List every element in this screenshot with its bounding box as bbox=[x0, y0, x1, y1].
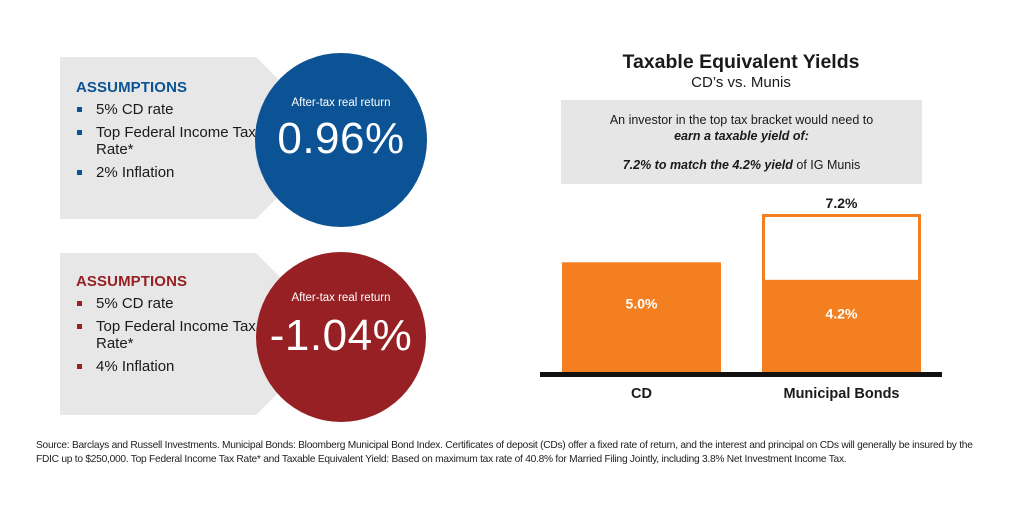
callout-box: An investor in the top tax bracket would… bbox=[561, 100, 922, 184]
callout-highlight: 7.2% to match the 4.2% yield bbox=[622, 158, 793, 172]
assumptions-panel-2: ASSUMPTIONS 5% CD rate Top Federal Incom… bbox=[60, 253, 300, 415]
chart-subtitle: CD’s vs. Munis bbox=[691, 74, 791, 91]
assumption-item: 5% CD rate bbox=[76, 101, 256, 118]
x-tick-label: CD bbox=[631, 386, 652, 402]
x-tick-label: Municipal Bonds bbox=[784, 386, 900, 402]
return-label: After-tax real return bbox=[291, 292, 391, 304]
return-circle-1: After-tax real return 0.96% bbox=[255, 53, 427, 227]
callout-rest: of IG Munis bbox=[792, 158, 861, 172]
assumptions-list: 5% CD rate Top Federal Income Tax Rate* … bbox=[76, 101, 256, 187]
callout-line-2: earn a taxable yield of: bbox=[674, 129, 809, 143]
return-circle-2: After-tax real return -1.04% bbox=[256, 252, 426, 422]
bar-0 bbox=[562, 262, 721, 372]
assumptions-title: ASSUMPTIONS bbox=[76, 79, 188, 96]
bullet-icon bbox=[77, 170, 82, 175]
chart-title: Taxable Equivalent Yields bbox=[622, 51, 860, 73]
panel-arrow-shape bbox=[60, 57, 300, 219]
assumption-item: 2% Inflation bbox=[76, 164, 256, 181]
assumption-item: 4% Inflation bbox=[76, 358, 256, 375]
panel-arrow-shape bbox=[60, 253, 300, 415]
assumption-item: 5% CD rate bbox=[76, 295, 256, 312]
bullet-icon bbox=[77, 301, 82, 306]
callout-line-3: 7.2% to match the 4.2% yield of IG Munis bbox=[561, 157, 922, 173]
assumption-item: Top Federal Income Tax Rate* bbox=[76, 124, 256, 158]
assumptions-panel-1: ASSUMPTIONS 5% CD rate Top Federal Incom… bbox=[60, 57, 300, 219]
bullet-icon bbox=[77, 364, 82, 369]
bullet-icon bbox=[77, 130, 82, 135]
return-label: After-tax real return bbox=[291, 97, 391, 109]
source-footnote: Source: Barclays and Russell Investments… bbox=[36, 440, 973, 465]
bar-value-label: 4.2% bbox=[826, 306, 858, 322]
bar-value-label: 5.0% bbox=[626, 295, 658, 311]
return-value: -1.04% bbox=[269, 311, 413, 360]
callout-line-1: An investor in the top tax bracket would… bbox=[609, 113, 874, 127]
bar-outline-label: 7.2% bbox=[826, 195, 858, 211]
return-value: 0.96% bbox=[277, 114, 405, 163]
bullet-icon bbox=[77, 324, 82, 329]
assumptions-title: ASSUMPTIONS bbox=[76, 273, 188, 290]
bullet-icon bbox=[77, 107, 82, 112]
assumptions-list: 5% CD rate Top Federal Income Tax Rate* … bbox=[76, 295, 256, 381]
assumption-item: Top Federal Income Tax Rate* bbox=[76, 318, 256, 352]
bar-1 bbox=[762, 279, 921, 372]
x-axis-line bbox=[540, 372, 942, 377]
